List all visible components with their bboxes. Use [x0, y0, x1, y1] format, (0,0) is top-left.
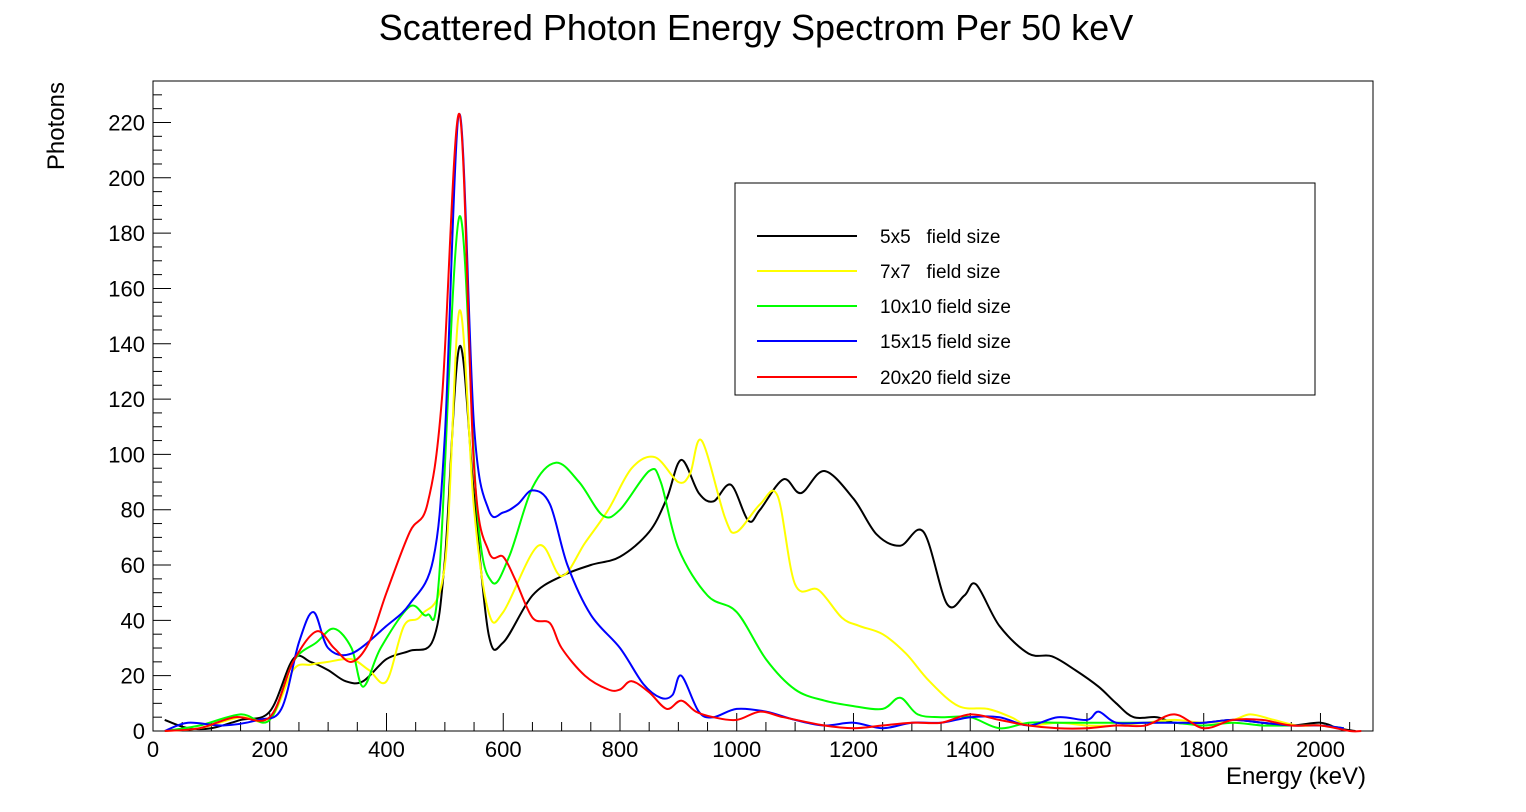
x-tick-label: 1200: [829, 737, 878, 762]
y-axis-label: Photons: [43, 82, 70, 170]
x-tick-label: 1400: [946, 737, 995, 762]
series-line-2: [164, 215, 1344, 732]
x-tick-label: 2000: [1296, 737, 1345, 762]
legend-label: 7x7 field size: [880, 262, 1000, 283]
x-axis-label: Energy (keV): [1226, 763, 1366, 790]
y-tick-label: 80: [121, 498, 145, 523]
plot-area-frame: [152, 80, 1374, 732]
y-tick-label: 120: [108, 387, 145, 412]
legend: 5x5 field size 7x7 field size 10x10 field …: [734, 182, 1316, 396]
y-tick-label: 100: [108, 442, 145, 467]
legend-label: 5x5 field size: [880, 227, 1000, 248]
legend-label: 10x10 field size: [880, 297, 1011, 318]
legend-label: 15x15 field size: [880, 332, 1011, 353]
x-tick-label: 0: [147, 737, 159, 762]
y-tick-label: 200: [108, 166, 145, 191]
chart-title: Scattered Photon Energy Spectrom Per 50 …: [379, 7, 1133, 48]
y-tick-label: 140: [108, 332, 145, 357]
x-tick-label: 400: [368, 737, 405, 762]
y-tick-label: 220: [108, 110, 145, 135]
x-tick-label: 1600: [1062, 737, 1111, 762]
y-tick-label: 0: [133, 719, 145, 744]
series-line-0: [164, 345, 1356, 732]
x-tick-label: 800: [602, 737, 639, 762]
x-tick-label: 600: [485, 737, 522, 762]
x-tick-label: 1800: [1179, 737, 1228, 762]
axis-ticks: 0 20 40 60 80 100 120 140 160 180 200 220 0 200 400 600…: [108, 94, 1351, 762]
y-tick-label: 180: [108, 221, 145, 246]
legend-label: 20x20 field size: [880, 368, 1011, 389]
y-tick-label: 60: [121, 553, 145, 578]
x-tick-label: 200: [251, 737, 288, 762]
series-line-4: [164, 113, 1362, 733]
legend-box: [734, 182, 1316, 396]
y-tick-label: 40: [121, 608, 145, 633]
series-lines: [164, 113, 1362, 733]
y-tick-label: 20: [121, 664, 145, 689]
y-tick-label: 160: [108, 276, 145, 301]
x-tick-label: 1000: [712, 737, 761, 762]
series-line-3: [164, 113, 1344, 732]
